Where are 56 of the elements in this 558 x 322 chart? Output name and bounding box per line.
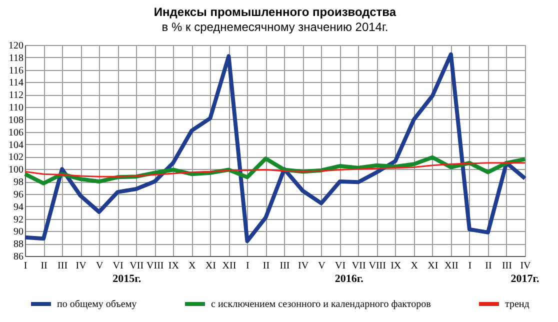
x-tick-label: V (318, 260, 326, 272)
y-tick-label: 120 (8, 40, 24, 52)
x-tick-label: VIII (146, 260, 164, 272)
x-tick-label: XI (428, 260, 438, 272)
text: 2015г. (112, 273, 142, 285)
y-tick-label: 96 (14, 189, 24, 200)
x-tick-label: III (280, 260, 290, 272)
x-tick-label: I (24, 260, 28, 272)
line-series (23, 52, 527, 244)
legend-label: по общему объему (57, 299, 137, 310)
x-tick-label: XII (444, 260, 458, 272)
x-tick-label: VIII (368, 260, 386, 272)
line-series (24, 162, 526, 178)
y-tick-label: 114 (8, 78, 24, 89)
y-tick-label: 102 (8, 152, 24, 164)
x-tick-label: XII (222, 260, 236, 272)
x-tick-label: IX (390, 260, 402, 272)
text: 2017г. (510, 273, 540, 285)
x-tick-label: II (40, 260, 48, 272)
x-tick-label: III (58, 260, 68, 272)
x-tick-label: IV (298, 260, 310, 272)
y-tick-label: 116 (8, 65, 24, 76)
y-tick-label: 90 (14, 226, 24, 238)
y-tick-label: 106 (8, 127, 24, 138)
y-tick-label: 100 (8, 164, 24, 176)
x-tick-label: I (246, 260, 250, 272)
y-tick-label: 88 (14, 239, 24, 250)
y-tick-label: 112 (8, 90, 24, 102)
y-tick-label: 104 (8, 140, 24, 151)
chart-subtitle: в % к среднемесячному значению 2014г. (162, 20, 388, 34)
chart-title: Индексы промышленного производства (154, 5, 396, 19)
x-tick-label: X (188, 260, 197, 272)
legend-label: с исключением сезонного и календарного факторов (211, 299, 432, 310)
legend-label: тренд (505, 299, 530, 310)
x-tick-label: VII (352, 260, 366, 272)
y-tick-label: 98 (14, 177, 24, 188)
x-tick-label: VII (130, 260, 144, 272)
x-tick-label: II (262, 260, 270, 272)
y-tick-label: 92 (14, 214, 24, 226)
y-tick-label: 108 (8, 114, 24, 126)
y-tick-label: 110 (8, 102, 24, 114)
x-tick-label: IV (76, 260, 88, 272)
x-tick-label: VI (335, 260, 346, 272)
x-tick-label: I (468, 260, 472, 272)
x-tick-label: II (485, 260, 492, 272)
x-tick-label: XI (205, 260, 216, 272)
x-tick-label: V (96, 260, 104, 272)
y-tick-label: 118 (8, 52, 24, 64)
y-tick-label: 94 (14, 202, 24, 213)
x-tick-label: VI (112, 260, 124, 272)
y-tick-label: 86 (14, 252, 24, 262)
x-tick-label: X (410, 260, 419, 272)
x-tick-label: IX (168, 260, 180, 272)
x-tick-label: III (502, 260, 512, 272)
x-tick-label: IV (520, 260, 532, 272)
text: 2016г. (334, 273, 364, 285)
